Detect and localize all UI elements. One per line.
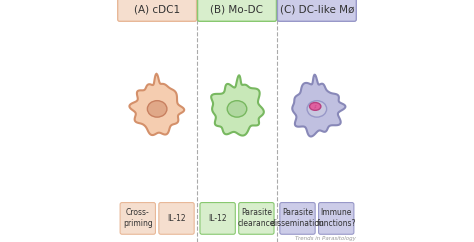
FancyBboxPatch shape [118, 0, 197, 21]
Text: IL-12: IL-12 [167, 214, 186, 223]
FancyBboxPatch shape [120, 203, 155, 234]
Text: (B) Mo-DC: (B) Mo-DC [210, 4, 264, 14]
Ellipse shape [307, 101, 327, 117]
FancyBboxPatch shape [280, 203, 315, 234]
Ellipse shape [314, 107, 315, 108]
Text: Trends in Parasitology: Trends in Parasitology [295, 236, 356, 241]
Ellipse shape [310, 103, 321, 110]
Text: (C) DC-like Mø: (C) DC-like Mø [280, 4, 354, 14]
Ellipse shape [147, 101, 167, 117]
FancyBboxPatch shape [277, 0, 356, 21]
Ellipse shape [315, 107, 316, 108]
Text: IL-12: IL-12 [209, 214, 227, 223]
FancyBboxPatch shape [239, 203, 274, 234]
FancyBboxPatch shape [198, 0, 276, 21]
Polygon shape [129, 74, 184, 135]
Text: Immune
functions?: Immune functions? [317, 208, 356, 228]
Text: Parasite
clearance: Parasite clearance [237, 208, 275, 228]
Ellipse shape [227, 101, 247, 117]
Text: (A) cDC1: (A) cDC1 [134, 4, 180, 14]
Polygon shape [292, 75, 346, 136]
Ellipse shape [315, 105, 317, 106]
FancyBboxPatch shape [319, 203, 354, 234]
Polygon shape [211, 76, 264, 136]
Text: Parasite
dissemination: Parasite dissemination [271, 208, 324, 228]
Text: Cross-
priming: Cross- priming [123, 208, 153, 228]
FancyBboxPatch shape [159, 203, 194, 234]
FancyBboxPatch shape [200, 203, 235, 234]
